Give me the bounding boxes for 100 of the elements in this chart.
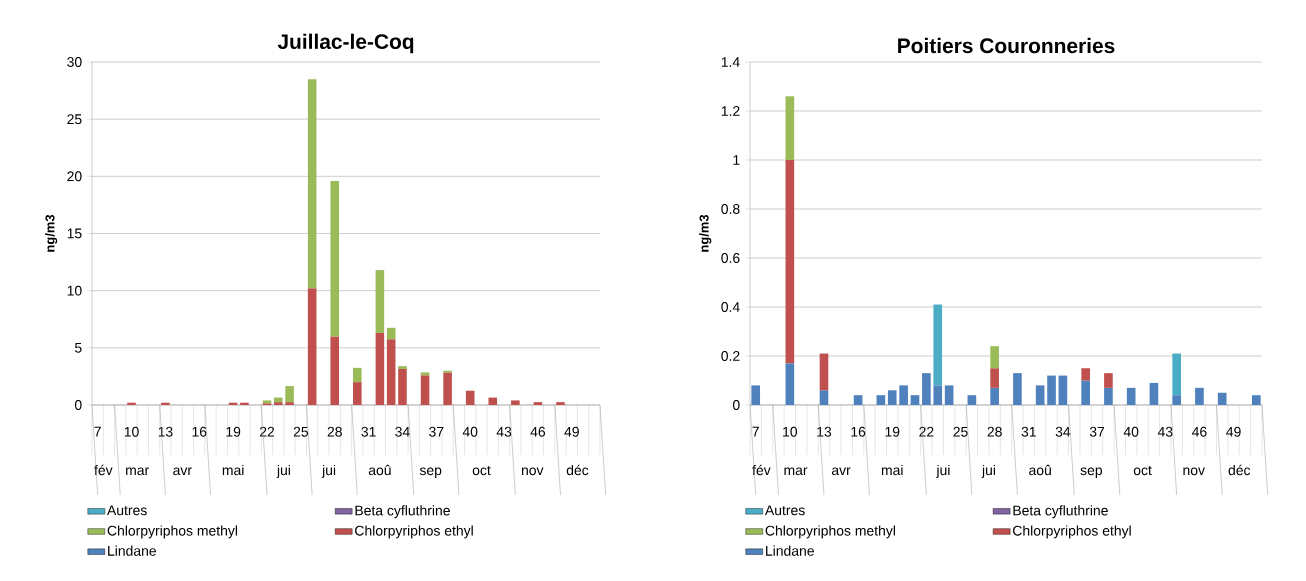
x-tick-label: 31 xyxy=(1021,426,1036,437)
bar xyxy=(375,332,385,405)
bar xyxy=(990,387,999,405)
text: fév xyxy=(752,464,771,476)
x-tick-label: 37 xyxy=(1089,426,1105,437)
bar xyxy=(785,159,795,364)
bar xyxy=(876,395,886,405)
text: mar xyxy=(784,467,808,476)
bar xyxy=(853,395,863,405)
bar xyxy=(353,382,362,405)
bar xyxy=(785,96,795,160)
chart-title: Juillac-le-Coq xyxy=(277,33,414,54)
y-tick-label: 0.2 xyxy=(721,351,740,361)
text: sep xyxy=(419,467,442,478)
bar xyxy=(127,402,136,405)
x-tick-label: 31 xyxy=(361,426,376,437)
legend-label: Lindane xyxy=(108,545,156,556)
x-tick-label: 7 xyxy=(94,426,101,437)
bar xyxy=(944,385,954,405)
bar xyxy=(1035,385,1045,405)
x-tick-label: 19 xyxy=(885,426,900,437)
bar xyxy=(386,327,396,340)
bar xyxy=(1104,387,1113,405)
x-tick-label: 43 xyxy=(496,426,512,437)
text: aoû xyxy=(368,464,391,476)
bar xyxy=(1172,353,1182,396)
bar xyxy=(330,336,340,405)
bar xyxy=(398,366,407,369)
x-tick-label: 34 xyxy=(395,426,410,437)
text: oct xyxy=(472,465,491,476)
text: fév xyxy=(94,464,113,476)
legend-label: Autres xyxy=(107,505,147,516)
bar xyxy=(887,390,897,405)
y-tick-label: 10 xyxy=(67,285,82,296)
bar xyxy=(330,180,340,337)
text: avr xyxy=(173,467,192,476)
bar xyxy=(819,353,829,391)
x-tick-label: 13 xyxy=(817,426,832,437)
bar xyxy=(420,375,430,405)
y-tick-label: 15 xyxy=(67,228,82,239)
text: mar xyxy=(126,467,149,476)
bar xyxy=(1058,375,1068,405)
text: mai xyxy=(222,464,244,476)
x-tick-label: 37 xyxy=(429,426,444,437)
bar xyxy=(443,372,452,405)
legend-label: Beta cyfluthrine xyxy=(1013,505,1108,519)
bar xyxy=(533,402,543,405)
legend-label: Chlorpyriphos methyl xyxy=(107,525,238,539)
bar xyxy=(375,270,385,333)
x-tick-label: 46 xyxy=(1192,426,1207,437)
y-tick-label: 20 xyxy=(67,171,82,182)
bar xyxy=(933,385,943,405)
y-tick-label: 30 xyxy=(67,57,82,67)
bar xyxy=(922,373,931,405)
bar xyxy=(1126,387,1136,405)
bar xyxy=(353,367,362,383)
text: déc xyxy=(1228,464,1251,476)
y-tick-label: 1.4 xyxy=(721,57,740,67)
text: nov xyxy=(521,467,544,476)
x-tick-label: 25 xyxy=(293,426,309,437)
x-tick-label: 10 xyxy=(783,426,798,437)
x-tick-label: 7 xyxy=(752,426,759,437)
bar xyxy=(819,390,829,405)
x-tick-label: 16 xyxy=(851,426,866,437)
text: aoû xyxy=(1029,464,1051,476)
bar xyxy=(899,385,908,405)
bar xyxy=(990,346,999,369)
y-tick-label: 0.4 xyxy=(721,302,740,312)
bar xyxy=(285,402,294,405)
bar xyxy=(511,400,520,405)
bar xyxy=(285,386,294,403)
x-tick-label: 40 xyxy=(462,426,478,437)
text: nov xyxy=(1183,467,1205,476)
legend-label: Chlorpyriphos ethyl xyxy=(1013,525,1131,539)
x-tick-label: 16 xyxy=(192,426,207,437)
text: jui xyxy=(321,464,336,478)
bar xyxy=(273,397,283,403)
bar xyxy=(1081,380,1090,405)
y-tick-label: 0.6 xyxy=(721,253,740,263)
legend-label: Chlorpyriphos methyl xyxy=(765,525,895,539)
bar xyxy=(240,402,249,405)
text: sep xyxy=(1080,467,1103,478)
bar xyxy=(386,339,396,405)
chart-title: Poitiers Couronneries xyxy=(898,37,1115,54)
bar xyxy=(488,397,498,405)
bar xyxy=(1081,368,1090,381)
bar xyxy=(1252,395,1261,405)
x-tick-label: 40 xyxy=(1123,426,1139,437)
text: jui xyxy=(936,464,950,478)
y-tick-label: 0.8 xyxy=(721,204,740,214)
bar xyxy=(556,402,565,405)
x-tick-label: 22 xyxy=(259,426,275,437)
legend-label: Chlorpyriphos ethyl xyxy=(355,525,473,539)
text: jui xyxy=(276,464,290,478)
y-axis-title: ng/m3 xyxy=(45,214,58,252)
bar xyxy=(910,395,920,405)
x-tick-label: 19 xyxy=(226,426,241,437)
bar xyxy=(933,304,943,386)
bar xyxy=(1195,387,1204,405)
y-tick-label: 1.2 xyxy=(721,106,740,116)
